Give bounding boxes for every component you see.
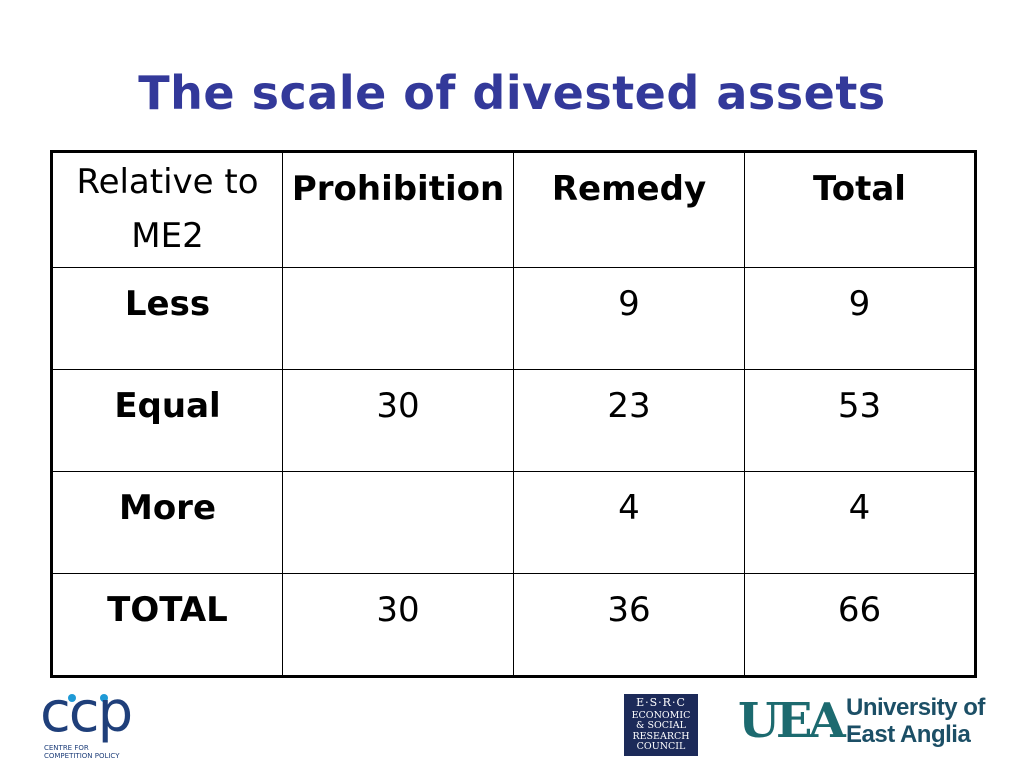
- esrc-logo-line: RESEARCH: [632, 730, 690, 742]
- cell-total-prohibition: 30: [282, 573, 514, 677]
- cell-equal-total: 53: [744, 369, 976, 472]
- cell-less-remedy: 9: [513, 267, 745, 370]
- cell-total-total: 66: [744, 573, 976, 677]
- slide-title: The scale of divested assets: [138, 66, 886, 120]
- table-row: TOTAL 30 36 66: [51, 573, 976, 677]
- row-label-less: Less: [51, 267, 283, 370]
- ccp-dot-icon: [68, 694, 76, 702]
- cell-total-remedy: 36: [513, 573, 745, 677]
- row-label-total: TOTAL: [51, 573, 283, 677]
- esrc-logo-line: & SOCIAL: [636, 720, 686, 731]
- assets-table: Relative to ME2 Prohibition Remedy Total…: [50, 150, 977, 678]
- cell-more-prohibition: [282, 471, 514, 574]
- cell-equal-prohibition: 30: [282, 369, 514, 472]
- table-row: Less 9 9: [51, 267, 976, 370]
- ccp-logo-subtitle: CENTRE FOR COMPETITION POLICY: [44, 744, 119, 760]
- ccp-subtitle-line: COMPETITION POLICY: [44, 752, 120, 760]
- cell-less-prohibition: [282, 267, 514, 370]
- uea-name-line: University of: [846, 694, 985, 721]
- uea-name-line: East Anglia: [846, 721, 971, 748]
- ccp-logo-letters: ccp: [40, 680, 133, 745]
- uea-logo-name: University of East Anglia: [846, 694, 985, 748]
- cell-more-remedy: 4: [513, 471, 745, 574]
- header-cell-relative: Relative to ME2: [51, 151, 283, 268]
- table-header-row: Relative to ME2 Prohibition Remedy Total: [51, 151, 976, 268]
- row-label-more: More: [51, 471, 283, 574]
- uea-logo-mark: UEA: [738, 693, 846, 749]
- header-cell-prohibition: Prohibition: [282, 151, 514, 268]
- table-row: Equal 30 23 53: [51, 369, 976, 472]
- esrc-logo: E·S·R·C ECONOMIC & SOCIAL RESEARCH COUNC…: [624, 694, 698, 756]
- row-label-equal: Equal: [51, 369, 283, 472]
- esrc-logo-line: ECONOMIC: [631, 709, 691, 721]
- cell-equal-remedy: 23: [513, 369, 745, 472]
- header-cell-remedy: Remedy: [513, 151, 745, 268]
- ccp-logo: ccp CENTRE FOR COMPETITION POLICY: [40, 680, 160, 762]
- esrc-logo-line: COUNCIL: [636, 741, 686, 752]
- cell-less-total: 9: [744, 267, 976, 370]
- header-cell-total: Total: [744, 151, 976, 268]
- ccp-dot-icon: [100, 694, 108, 702]
- ccp-subtitle-line: CENTRE FOR: [44, 744, 89, 752]
- table-row: More 4 4: [51, 471, 976, 574]
- cell-more-total: 4: [744, 471, 976, 574]
- esrc-logo-acronym: E·S·R·C: [636, 696, 686, 709]
